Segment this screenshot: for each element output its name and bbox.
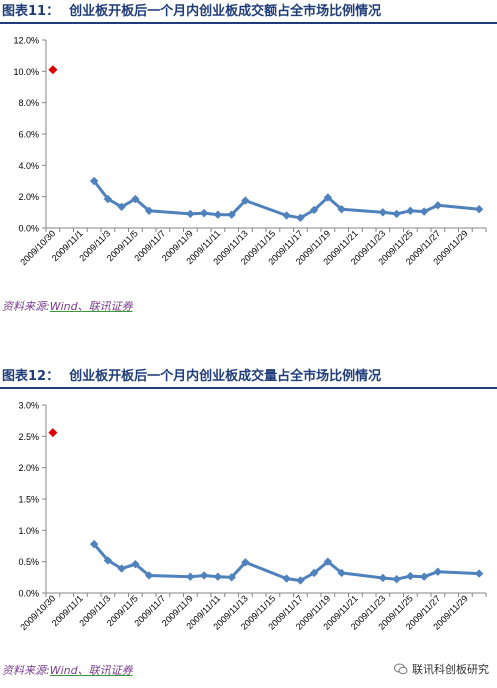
figure-caption: 创业板开板后一个月内创业板成交额占全市场比例情况 — [69, 4, 382, 19]
source-prefix: 资料来源: — [2, 664, 50, 677]
source-text: Wind、联讯证券 — [49, 300, 133, 313]
wechat-icon — [394, 663, 408, 675]
chart-turnover-ratio: 0.0% 2.0% 4.0% 6.0% 8.0% 10.0% 12.0% 2009/10/30… — [13, 36, 487, 267]
y-tick-label: 0.0% — [18, 224, 39, 234]
y-tick-label: 12.0% — [13, 36, 39, 46]
y-tick-label: 8.0% — [18, 98, 39, 108]
watermark: 联讯科创板研究 — [394, 661, 489, 677]
data-point — [282, 574, 291, 583]
data-point — [186, 209, 195, 219]
data-point — [103, 194, 113, 204]
data-point — [433, 201, 443, 210]
y-tick-label: 2.5% — [18, 432, 39, 442]
figure-caption: 创业板开板后一个月内创业板成交量占全市场比例情况 — [69, 369, 382, 384]
data-point — [406, 571, 415, 581]
data-point — [213, 572, 223, 581]
source-note: 资料来源:Wind、联讯证券 — [2, 662, 133, 678]
data-point — [89, 176, 99, 186]
data-point — [199, 571, 209, 580]
y-tick-label: 1.5% — [18, 495, 39, 505]
figure-title-11: 图表11： 创业板开板后一个月内创业板成交额占全市场比例情况 — [0, 2, 497, 24]
data-point — [241, 558, 250, 567]
data-point — [199, 208, 209, 218]
data-point — [309, 205, 319, 215]
data-point — [406, 206, 415, 215]
highlight-point — [48, 65, 58, 75]
data-point — [117, 564, 126, 573]
source-text: Wind、联讯证券 — [49, 664, 133, 677]
chart-volume-ratio: 0.0%0.5%1.0%1.5%2.0%2.5%3.0%2009/10/3020… — [18, 401, 487, 632]
y-tick-label: 0.5% — [18, 557, 39, 567]
data-point — [296, 213, 305, 223]
y-tick-label: 4.0% — [18, 161, 39, 171]
y-tick-label: 0.0% — [18, 589, 39, 599]
data-point — [117, 202, 126, 212]
data-point — [144, 206, 154, 215]
data-point — [474, 205, 484, 214]
source-prefix: 资料来源: — [2, 300, 50, 313]
data-point — [337, 568, 346, 578]
y-tick-label: 2.0% — [18, 192, 39, 202]
data-point — [337, 205, 346, 214]
data-point — [392, 209, 401, 219]
data-point — [241, 196, 250, 205]
y-tick-label: 10.0% — [13, 67, 39, 77]
highlight-point — [48, 428, 58, 438]
data-point — [89, 539, 99, 549]
y-tick-label: 6.0% — [18, 130, 39, 140]
data-point — [131, 559, 140, 569]
data-point — [392, 575, 401, 584]
source-note: 资料来源:Wind、联讯证券 — [2, 298, 133, 314]
data-point — [419, 207, 429, 216]
figure-number: 图表12： — [2, 369, 60, 384]
data-point — [213, 210, 223, 219]
data-point — [296, 576, 305, 585]
data-point — [433, 567, 443, 576]
y-tick-label: 3.0% — [18, 401, 39, 411]
data-point — [282, 211, 291, 220]
data-point — [131, 194, 140, 204]
data-point — [309, 568, 319, 578]
watermark-text: 联讯科创板研究 — [412, 663, 489, 676]
data-point — [227, 210, 236, 219]
data-point — [323, 193, 333, 202]
y-tick-label: 1.0% — [18, 526, 39, 536]
figure-title-12: 图表12： 创业板开板后一个月内创业板成交量占全市场比例情况 — [0, 367, 497, 389]
x-tick-label: 2009/10/30 — [18, 228, 57, 267]
data-point — [474, 569, 484, 578]
data-point — [186, 572, 195, 581]
data-point — [378, 573, 388, 583]
data-point — [419, 572, 429, 581]
data-point — [378, 208, 388, 217]
figure-number: 图表11： — [2, 4, 60, 19]
y-tick-label: 2.0% — [18, 463, 39, 473]
x-tick-label: 2009/10/30 — [18, 593, 57, 632]
data-point — [103, 556, 113, 565]
